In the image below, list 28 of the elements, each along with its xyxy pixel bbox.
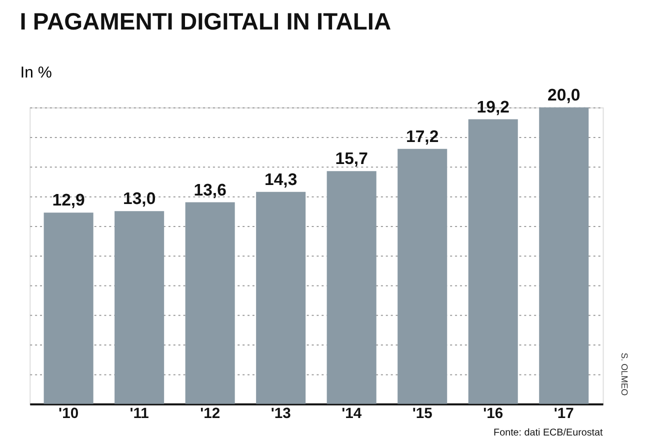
- bar: [468, 119, 518, 404]
- x-tick-label: '10: [58, 406, 79, 422]
- data-label: 20,0: [548, 85, 580, 104]
- text: S. OLMEO: [620, 352, 630, 396]
- bar: [114, 211, 164, 404]
- data-label: 13,0: [122, 189, 156, 208]
- bar: [256, 192, 306, 404]
- data-label: 17,2: [406, 126, 439, 146]
- x-tick-label: '16: [483, 406, 504, 422]
- bar: [539, 107, 589, 404]
- bar: [326, 171, 376, 404]
- x-tick-label: '12: [200, 406, 220, 422]
- data-label: 19,2: [476, 97, 510, 116]
- data-label: 12,9: [52, 190, 85, 210]
- data-label: 14,3: [264, 170, 298, 189]
- x-tick-label: '11: [130, 406, 149, 422]
- x-tick-label: '15: [412, 406, 432, 422]
- data-label: 13,6: [194, 180, 226, 200]
- data-label: 15,7: [335, 149, 368, 168]
- x-tick-label: '14: [342, 406, 362, 422]
- bar: [398, 148, 448, 404]
- chart-title: I PAGAMENTI DIGITALI IN ITALIA: [20, 9, 392, 36]
- x-tick-label: '13: [270, 406, 291, 422]
- bar: [44, 212, 94, 404]
- source-note: Fonte: dati ECB/Eurostat: [494, 427, 604, 438]
- y-axis-title: In %: [20, 64, 52, 82]
- x-tick-label: '17: [554, 406, 574, 422]
- bar: [185, 202, 235, 404]
